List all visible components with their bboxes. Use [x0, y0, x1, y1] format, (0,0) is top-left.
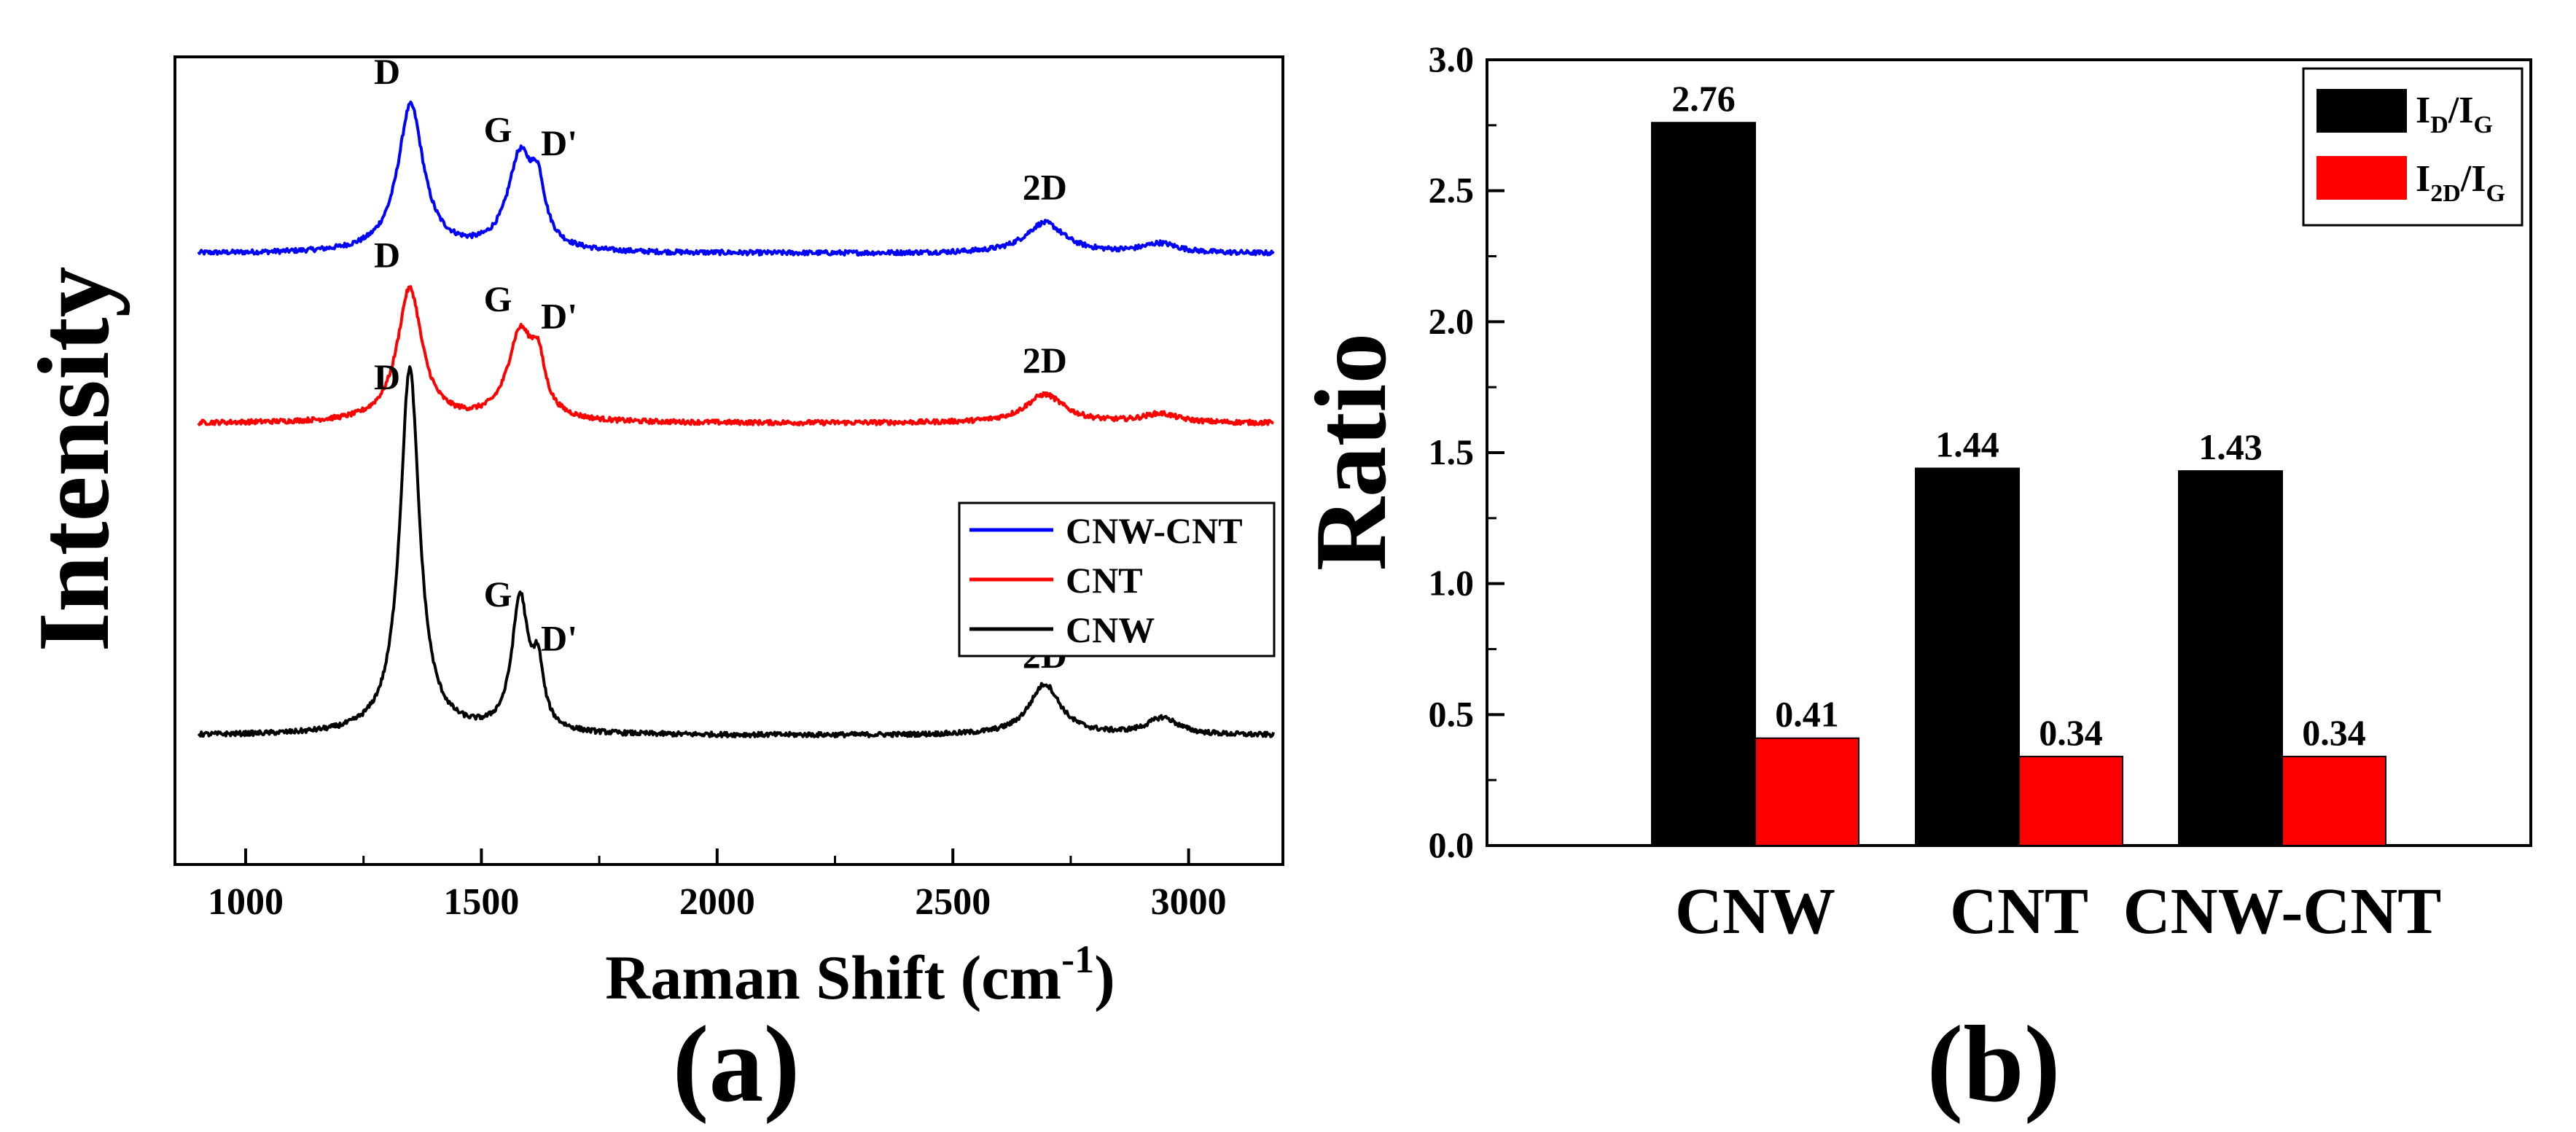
ratio-legend: ID/IG I2D/IG	[2302, 67, 2524, 227]
peak-label-cnt-d-prime: D'	[541, 295, 577, 336]
spectra-plot-frame	[173, 55, 1284, 866]
value-label-cnw-cnt-id-ig: 1.43	[2198, 426, 2263, 467]
spectra-series-lines	[197, 101, 1276, 738]
legend-label-cnt: CNT	[1066, 560, 1143, 601]
spectra-x-axis-label: Raman Shift (cm-1)	[605, 937, 1115, 1012]
ratio-y-ticks: 0.0 0.5 1.0 1.5 2.0 2.5 3.0	[1429, 39, 1504, 865]
peak-label-cnw-cnt-2d: 2D	[1023, 167, 1067, 208]
x-tick-label-2000: 2000	[679, 881, 755, 923]
x-tick-label-1500: 1500	[443, 881, 519, 923]
legend-swatch-i2d-ig	[2317, 156, 2407, 200]
y-tick-label-1-0: 1.0	[1429, 563, 1475, 604]
bar-cnw-i2d-ig	[1755, 737, 1859, 846]
peak-label-cnt-g: G	[484, 278, 512, 319]
bar-cnt-id-ig	[1915, 467, 2020, 846]
x-tick-label-2500: 2500	[915, 881, 991, 923]
x-tick-label-3000: 3000	[1151, 881, 1227, 923]
ratio-y-axis-label: Ratio	[1295, 333, 1408, 571]
panel-label-b: (b)	[1927, 1004, 2060, 1125]
bar-cnw-id-ig	[1651, 122, 1756, 847]
y-tick-label-3-0: 3.0	[1429, 39, 1475, 79]
peak-label-cnt-d: D	[374, 235, 400, 276]
category-label-cnt: CNT	[1950, 875, 2088, 948]
ratio-bars	[1651, 122, 2386, 847]
panel-label-a: (a)	[673, 1004, 800, 1125]
legend-label-cnw-cnt: CNW-CNT	[1066, 510, 1243, 551]
category-label-cnw-cnt: CNW-CNT	[2123, 875, 2442, 948]
legend-label-cnw: CNW	[1066, 609, 1155, 650]
peak-label-cnw-d-prime: D'	[541, 618, 577, 659]
bar-cnt-i2d-ig	[2018, 755, 2123, 846]
legend-label-id-ig: ID/IG	[2416, 90, 2493, 138]
value-label-cnw-id-ig: 2.76	[1671, 78, 1736, 119]
peak-label-cnw-cnt-d: D	[374, 51, 400, 92]
series-line-cnw-cnt	[197, 101, 1275, 257]
value-label-cnt-id-ig: 1.44	[1935, 424, 1999, 465]
y-tick-label-2-0: 2.0	[1429, 300, 1475, 341]
legend-label-i2d-ig: I2D/IG	[2416, 158, 2505, 207]
legend-swatch-id-ig	[2317, 89, 2407, 133]
peak-label-cnw-cnt-g: G	[484, 109, 512, 149]
y-tick-label-0-0: 0.0	[1429, 824, 1475, 865]
y-tick-label-1-5: 1.5	[1429, 432, 1475, 472]
bar-cnw-cnt-i2d-ig	[2282, 755, 2386, 846]
ratio-bar-panel: 0.0 0.5 1.0 1.5 2.0 2.5 3.0 2.76 0.41 1.44 0.34 1.…	[1295, 39, 2532, 1125]
peak-label-cnw-cnt-d-prime: D'	[541, 122, 577, 163]
x-tick-label-1000: 1000	[208, 881, 284, 923]
series-line-cnt	[197, 285, 1274, 426]
y-tick-label-0-5: 0.5	[1429, 693, 1475, 734]
spectra-x-ticks: 1000 1500 2000 2500 3000	[208, 848, 1227, 923]
peak-label-cnt-2d: 2D	[1023, 340, 1067, 380]
value-label-cnw-i2d-ig: 0.41	[1775, 694, 1839, 735]
spectra-y-axis-label: Intensity	[17, 267, 130, 652]
ratio-value-labels: 2.76 0.41 1.44 0.34 1.43 0.34	[1671, 78, 2366, 753]
peak-label-cnw-d: D	[374, 356, 400, 397]
series-line-cnw	[197, 365, 1276, 738]
y-tick-label-2-5: 2.5	[1429, 170, 1475, 211]
peak-label-cnw-g: G	[484, 574, 512, 614]
bar-cnw-cnt-id-ig	[2178, 470, 2283, 846]
spectra-legend: CNW-CNT CNT CNW	[958, 501, 1276, 657]
category-label-cnw: CNW	[1675, 875, 1835, 948]
value-label-cnt-i2d-ig: 0.34	[2039, 712, 2103, 753]
ratio-category-labels: CNW CNT CNW-CNT	[1675, 875, 2441, 948]
value-label-cnw-cnt-i2d-ig: 0.34	[2302, 712, 2366, 753]
